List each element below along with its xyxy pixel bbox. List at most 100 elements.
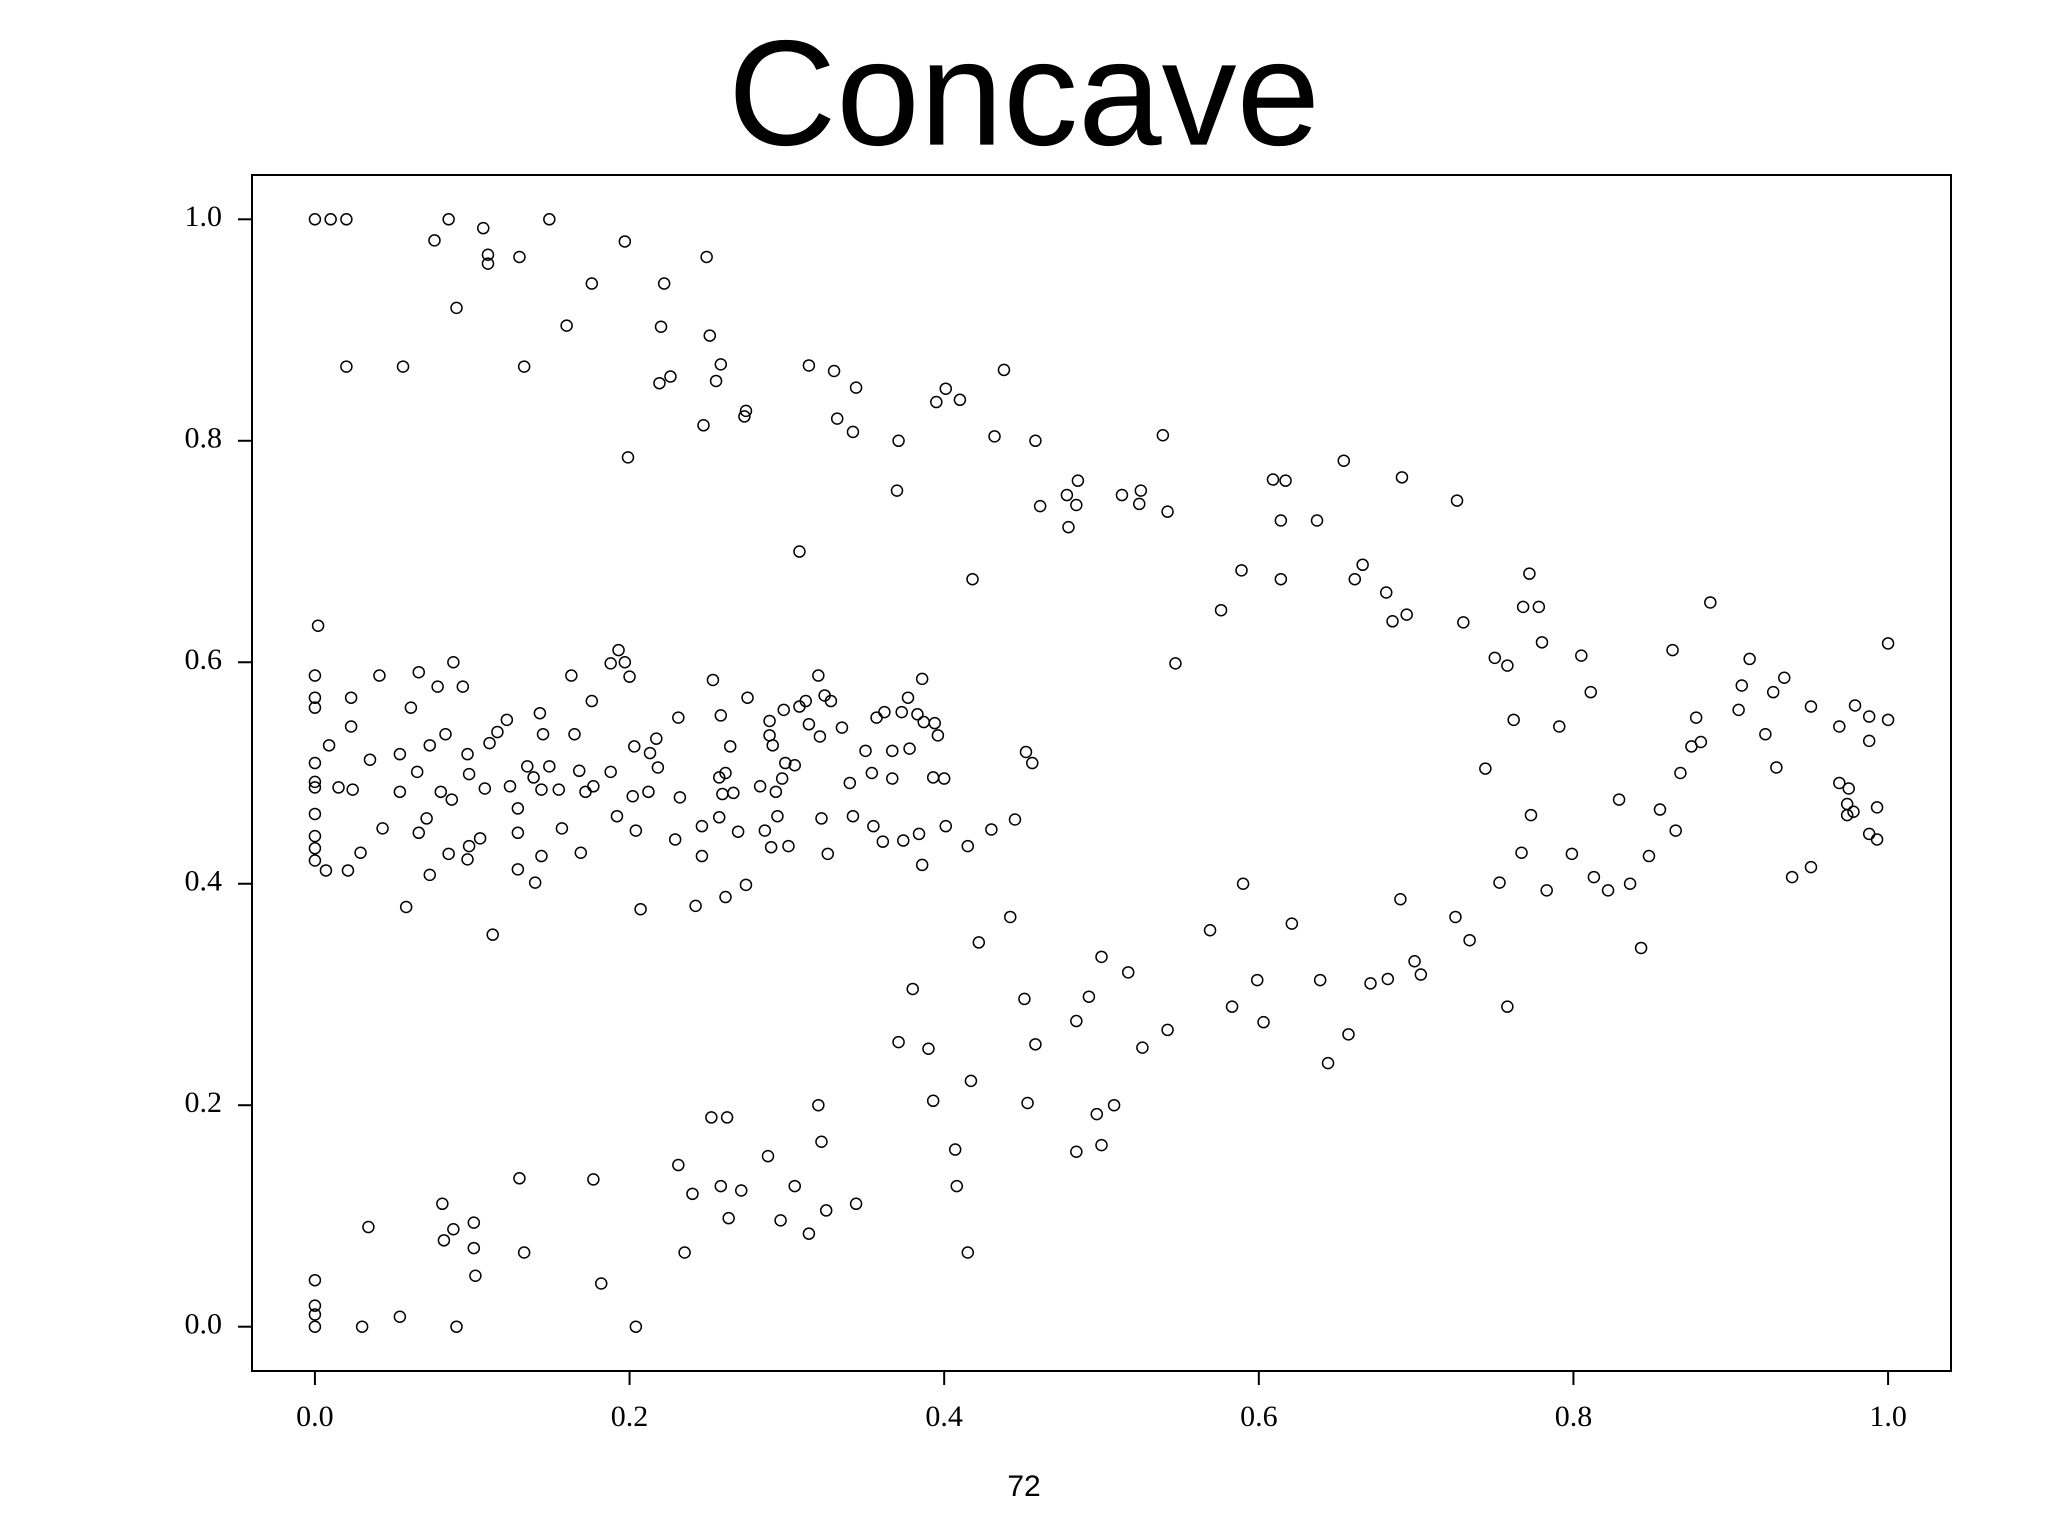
point	[324, 213, 337, 226]
point	[709, 374, 723, 388]
point	[1408, 955, 1421, 968]
point	[815, 812, 828, 825]
point	[363, 753, 377, 766]
point	[1008, 813, 1022, 826]
point	[1535, 636, 1549, 649]
point	[1257, 1015, 1270, 1029]
point	[771, 809, 784, 823]
point	[1107, 1098, 1121, 1112]
point	[1501, 1000, 1514, 1013]
point	[1515, 846, 1528, 859]
point	[1674, 766, 1687, 780]
point	[719, 890, 732, 904]
point	[308, 829, 322, 843]
point	[1033, 499, 1047, 513]
point	[1203, 924, 1217, 937]
point	[473, 832, 487, 845]
point	[720, 1111, 734, 1124]
point	[788, 758, 801, 772]
point	[738, 410, 751, 423]
point	[731, 825, 745, 838]
point	[311, 619, 325, 632]
point	[1414, 968, 1428, 981]
point	[835, 721, 849, 734]
point	[1732, 703, 1745, 717]
point	[953, 393, 967, 407]
point	[412, 665, 426, 679]
point	[799, 694, 812, 708]
point	[428, 234, 441, 247]
point	[1379, 586, 1393, 599]
point	[445, 793, 459, 806]
point	[758, 824, 772, 837]
point	[491, 725, 504, 739]
point	[812, 669, 825, 682]
point	[341, 864, 355, 877]
point	[1121, 966, 1135, 979]
point	[1685, 740, 1698, 753]
point	[461, 853, 474, 866]
point	[543, 213, 556, 226]
point	[1082, 990, 1096, 1003]
point	[878, 705, 891, 719]
point	[423, 868, 437, 882]
point	[886, 772, 899, 785]
point	[1553, 720, 1566, 733]
point	[1026, 756, 1039, 770]
point	[478, 782, 492, 795]
point	[1029, 434, 1042, 448]
point	[761, 1149, 775, 1163]
point	[1095, 950, 1108, 964]
point	[824, 694, 838, 708]
point	[678, 1246, 691, 1259]
point	[410, 765, 424, 779]
point	[1881, 713, 1895, 727]
point	[308, 854, 322, 867]
point	[903, 742, 916, 755]
point	[399, 900, 413, 914]
point	[308, 669, 322, 682]
point	[1612, 793, 1626, 806]
point	[1313, 973, 1327, 987]
point	[1449, 910, 1462, 924]
point	[308, 781, 322, 794]
point	[594, 1277, 608, 1290]
point	[555, 822, 569, 835]
point	[528, 876, 542, 889]
point	[830, 412, 844, 425]
point	[1236, 877, 1250, 890]
point	[393, 747, 407, 761]
point	[876, 835, 890, 848]
point	[319, 864, 333, 877]
point	[1507, 713, 1520, 727]
x-tick-label: 0.6	[1240, 1400, 1278, 1433]
point	[695, 819, 709, 833]
point	[939, 382, 953, 395]
point	[653, 376, 666, 390]
point	[1070, 1014, 1083, 1028]
point	[513, 250, 526, 264]
point	[500, 713, 514, 727]
point	[511, 863, 525, 876]
point	[1310, 514, 1324, 527]
y-tick-label: 0.4	[185, 865, 223, 898]
point	[1274, 514, 1288, 527]
page-number: 72	[1007, 1470, 1040, 1503]
point	[1847, 805, 1860, 819]
point	[1785, 870, 1799, 884]
point	[741, 691, 754, 704]
point	[1653, 803, 1667, 816]
point	[436, 1197, 449, 1211]
point	[723, 740, 737, 753]
point	[712, 811, 726, 824]
point	[906, 982, 919, 996]
point	[1666, 643, 1679, 657]
point	[911, 708, 924, 721]
point	[626, 790, 639, 803]
point	[439, 727, 452, 741]
point	[513, 1172, 526, 1185]
point	[308, 1273, 322, 1287]
point	[1523, 567, 1536, 580]
point	[937, 772, 951, 785]
